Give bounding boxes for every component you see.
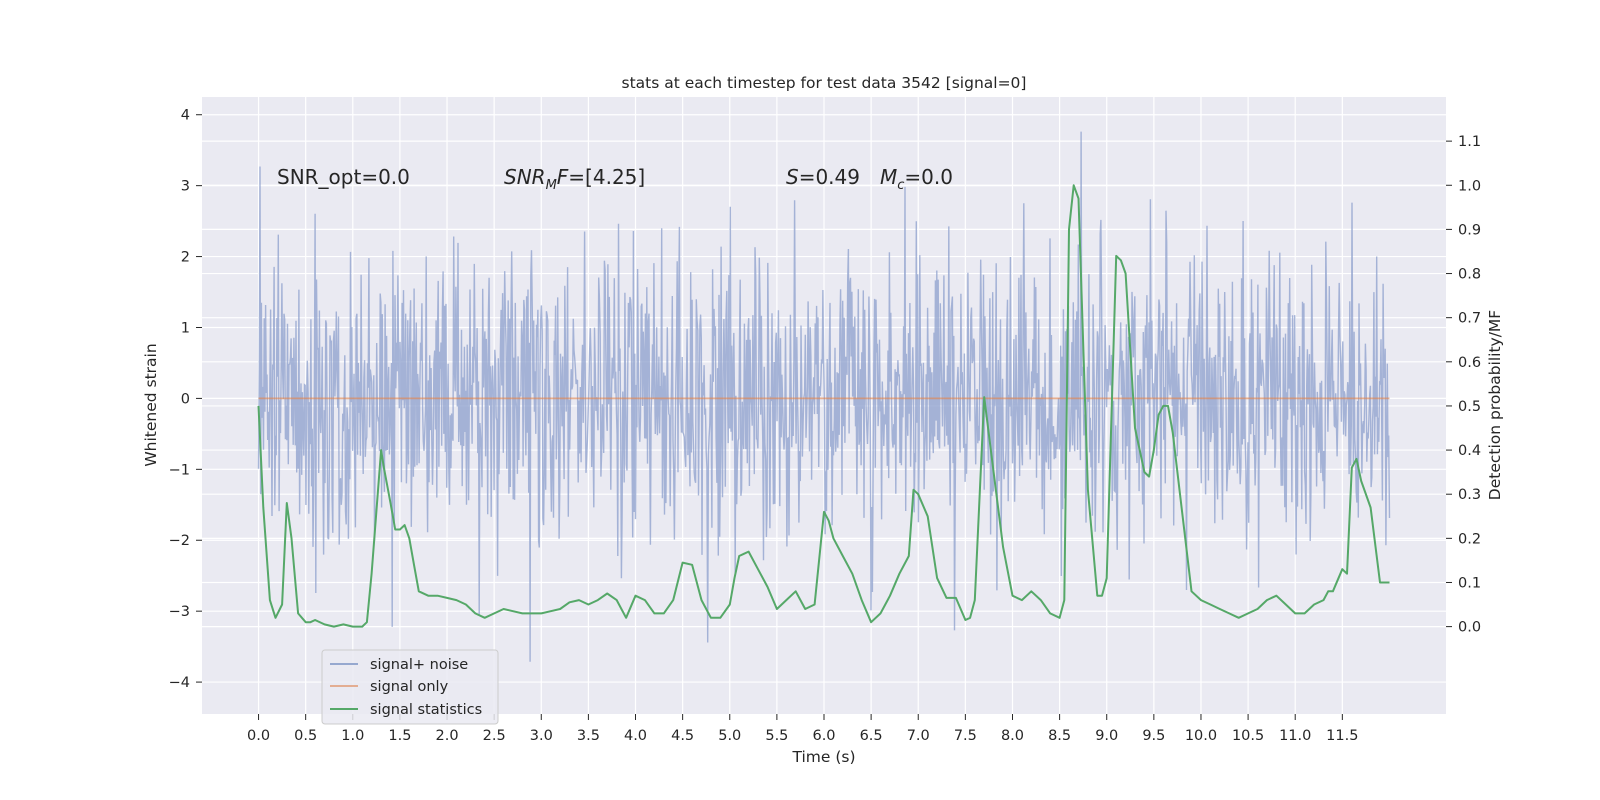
y-right-axis-label: Detection probability/MF xyxy=(1486,310,1504,501)
x-tick-label-14: 7.0 xyxy=(907,728,930,744)
y-left-tick-label-3: −1 xyxy=(169,462,190,478)
x-tick-label-13: 6.5 xyxy=(860,728,883,744)
x-tick-label-4: 2.0 xyxy=(435,728,458,744)
legend-label-signal-noise: signal+ noise xyxy=(370,657,468,673)
legend-label-signal-only: signal only xyxy=(370,679,449,695)
x-tick-label-7: 3.5 xyxy=(577,728,600,744)
y-right-tick-label-5: 0.5 xyxy=(1458,399,1481,415)
annotation-snr-opt: SNR_opt=0.0 xyxy=(277,165,410,189)
x-tick-label-23: 11.5 xyxy=(1326,728,1358,744)
x-tick-label-8: 4.0 xyxy=(624,728,647,744)
legend-label-signal-statistics: signal statistics xyxy=(370,702,482,718)
y-right-tick-label-11: 1.1 xyxy=(1458,134,1481,150)
y-left-tick-label-0: −4 xyxy=(169,675,190,691)
x-tick-label-1: 0.5 xyxy=(294,728,317,744)
y-right-tick-label-10: 1.0 xyxy=(1458,178,1481,194)
y-right-tick-label-8: 0.8 xyxy=(1458,267,1481,283)
x-tick-label-15: 7.5 xyxy=(954,728,977,744)
chart-title: stats at each timestep for test data 354… xyxy=(622,74,1027,92)
legend: signal+ noise signal only signal statist… xyxy=(321,649,499,725)
y-left-axis-label: Whitened strain xyxy=(142,343,160,466)
y-left-tick-label-7: 3 xyxy=(181,179,190,195)
x-tick-label-9: 4.5 xyxy=(671,728,694,744)
y-right-tick-label-6: 0.6 xyxy=(1458,355,1481,371)
y-right-tick-label-1: 0.1 xyxy=(1458,575,1481,591)
x-tick-label-20: 10.0 xyxy=(1185,728,1217,744)
x-tick-label-3: 1.5 xyxy=(388,728,411,744)
x-axis-label: Time (s) xyxy=(791,748,855,766)
y-left-tick-label-4: 0 xyxy=(181,391,190,407)
statistics-trace xyxy=(257,184,1390,628)
x-tick-label-11: 5.5 xyxy=(765,728,788,744)
x-tick-label-2: 1.0 xyxy=(341,728,364,744)
y-right-tick-label-0: 0.0 xyxy=(1458,620,1481,636)
series-signal-plus-noise xyxy=(257,131,1391,662)
y-right-tick-label-2: 0.2 xyxy=(1458,531,1481,547)
annotations: SNR_opt=0.0 SNRMF=[4.25] S=0.49 Mc=0.0 xyxy=(277,165,953,193)
x-tick-label-16: 8.0 xyxy=(1001,728,1024,744)
y-left-axis-ticks: −4 −3 −2 −1 0 1 2 3 4 xyxy=(169,108,202,691)
x-tick-label-5: 2.5 xyxy=(483,728,506,744)
x-tick-label-0: 0.0 xyxy=(247,728,270,744)
x-tick-label-12: 6.0 xyxy=(812,728,835,744)
y-left-tick-label-1: −3 xyxy=(169,604,190,620)
annotation-s: S=0.49 xyxy=(786,165,860,189)
annotation-snr-mf: SNRMF=[4.25] xyxy=(504,165,645,193)
y-right-axis-ticks: 0.0 0.1 0.2 0.3 0.4 0.5 0.6 0.7 0.8 0.9 1.0 1.1 xyxy=(1446,134,1481,636)
x-tick-label-17: 8.5 xyxy=(1048,728,1071,744)
x-axis-ticks: 0.0 0.5 1.0 1.5 2.0 2.5 3.0 3.5 4.0 4.5 5.0 5.5 6.0 6… xyxy=(247,714,1358,744)
y-left-tick-label-5: 1 xyxy=(181,320,190,336)
annotation-mc: Mc=0.0 xyxy=(880,165,953,193)
y-left-tick-label-8: 4 xyxy=(181,108,190,124)
y-right-tick-label-7: 0.7 xyxy=(1458,311,1481,327)
x-tick-label-6: 3.0 xyxy=(530,728,553,744)
y-right-tick-label-3: 0.3 xyxy=(1458,487,1481,503)
noise-trace xyxy=(257,131,1391,662)
y-right-tick-label-9: 0.9 xyxy=(1458,222,1481,238)
x-tick-label-18: 9.0 xyxy=(1095,728,1118,744)
x-tick-label-19: 9.5 xyxy=(1142,728,1165,744)
y-right-tick-label-4: 0.4 xyxy=(1458,443,1481,459)
legend-box xyxy=(321,649,499,725)
y-left-tick-label-2: −2 xyxy=(169,533,190,549)
x-tick-label-10: 5.0 xyxy=(718,728,741,744)
y-left-tick-label-6: 2 xyxy=(181,250,190,266)
x-tick-label-21: 10.5 xyxy=(1232,728,1264,744)
series-signal-statistics xyxy=(257,184,1390,628)
x-tick-label-22: 11.0 xyxy=(1279,728,1311,744)
